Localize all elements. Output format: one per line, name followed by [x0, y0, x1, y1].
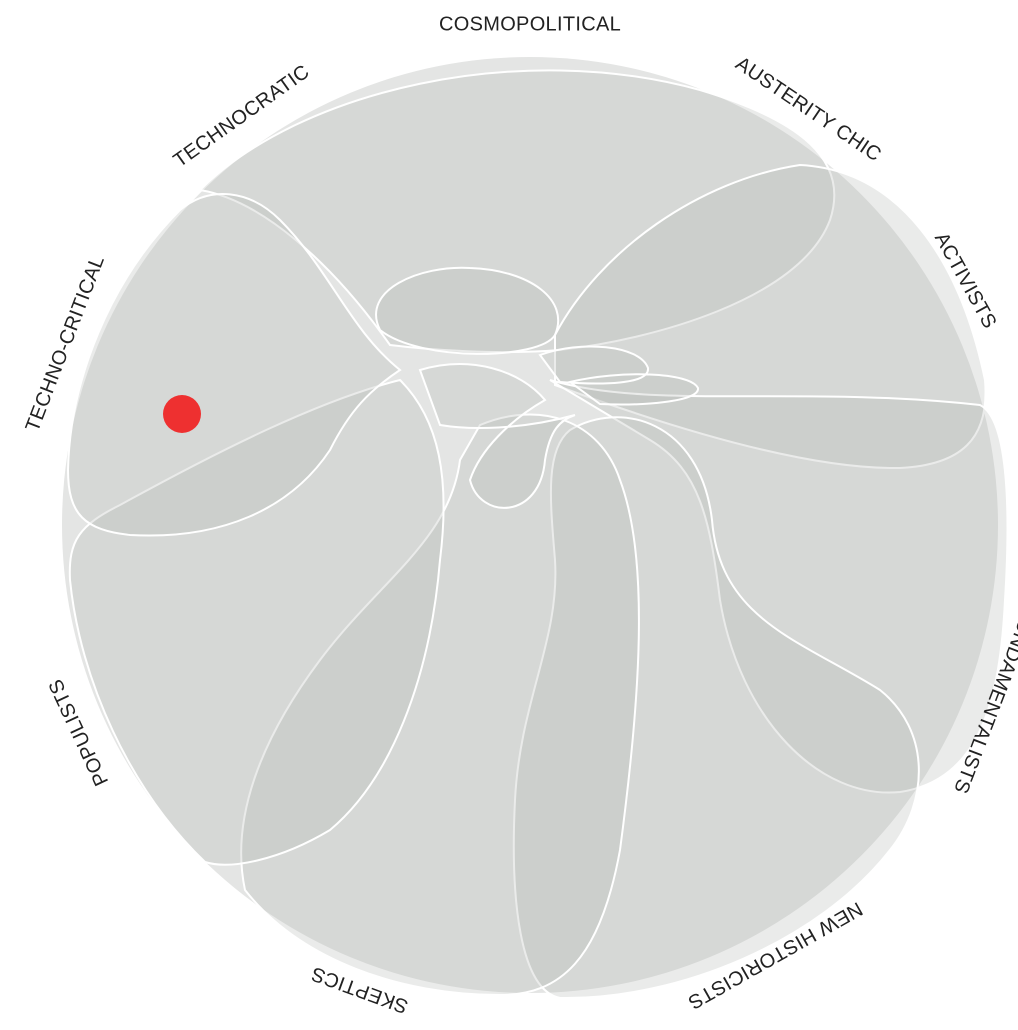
petal: [554, 163, 987, 470]
position-marker: [163, 395, 201, 433]
petal: [538, 345, 699, 406]
petals: [66, 69, 1009, 1000]
base-circle: [62, 57, 998, 993]
petal: [418, 363, 576, 509]
petal: [512, 416, 920, 1000]
petal: [240, 413, 640, 997]
petal: [66, 193, 402, 537]
petal: [375, 266, 560, 355]
petal: [68, 378, 445, 866]
petal: [197, 69, 836, 354]
petal: [549, 379, 1009, 794]
segment-label: COSMOPOLITICAL: [439, 13, 621, 35]
